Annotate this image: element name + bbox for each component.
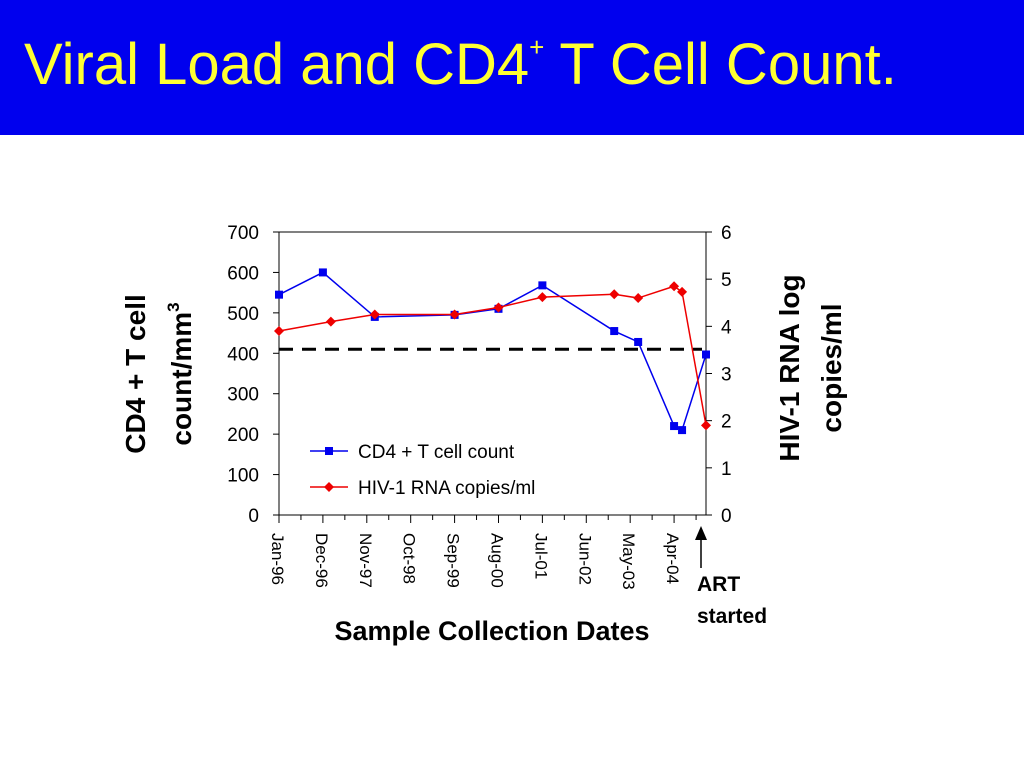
- right-y-tick-label: 4: [721, 317, 732, 338]
- slide-title-tail: T Cell Count.: [544, 32, 897, 97]
- x-tick-label: Nov-97: [356, 533, 375, 588]
- left-axis-title-line2: count/mm3: [164, 302, 197, 445]
- left-y-tick-label: 400: [227, 344, 259, 365]
- rna-data-point: [449, 309, 460, 320]
- legend-label: HIV-1 RNA copies/ml: [358, 478, 535, 499]
- x-tick-label: Jul-01: [531, 533, 550, 579]
- x-tick-label: Aug-00: [487, 533, 506, 588]
- annotation-art: ART: [697, 573, 740, 596]
- slide-title-superscript: +: [529, 32, 545, 62]
- cd4-data-point: [702, 350, 710, 359]
- x-tick-label: Sep-99: [444, 533, 463, 588]
- cd4-data-point: [670, 422, 679, 431]
- slide-title-main: Viral Load and CD4: [24, 32, 530, 97]
- right-axis-title-line2: copies/ml: [816, 303, 847, 432]
- left-y-tick-label: 0: [248, 506, 259, 527]
- left-y-tick-label: 600: [227, 263, 259, 284]
- rna-data-point: [325, 316, 336, 327]
- x-tick-label: Jun-02: [575, 533, 594, 585]
- art-arrow-head: [695, 526, 707, 540]
- left-y-tick-label: 500: [227, 304, 259, 325]
- x-tick-label: May-03: [619, 533, 638, 590]
- rna-data-point: [633, 293, 644, 304]
- x-tick-label: Jan-96: [268, 533, 287, 585]
- rna-data-point: [701, 420, 711, 431]
- right-y-tick-label: 5: [721, 270, 732, 291]
- rna-data-point: [493, 302, 504, 313]
- left-y-tick-label: 700: [227, 223, 259, 244]
- x-tick-label: Apr-04: [663, 533, 682, 584]
- left-axis-title-superscript: 3: [164, 302, 183, 311]
- left-axis-title-line1: CD4 + T cell: [120, 294, 151, 454]
- left-y-tick-label: 300: [227, 385, 259, 406]
- cd4-data-point: [610, 327, 619, 336]
- legend-marker-square: [325, 447, 333, 455]
- right-y-tick-label: 6: [721, 223, 732, 244]
- cd4-data-point: [678, 426, 687, 435]
- rna-data-point: [274, 326, 284, 337]
- title-bar: Viral Load and CD4+ T Cell Count.: [0, 0, 1024, 135]
- cd4-data-point: [275, 290, 283, 299]
- slide-title: Viral Load and CD4+ T Cell Count.: [24, 34, 897, 94]
- cd4-data-point: [634, 337, 643, 346]
- right-y-tick-label: 3: [721, 365, 732, 386]
- right-y-tick-label: 1: [721, 459, 732, 480]
- annotation-started: started: [697, 605, 767, 628]
- left-y-tick-label: 200: [227, 425, 259, 446]
- x-axis-title: Sample Collection Dates: [334, 616, 649, 646]
- rna-data-point: [677, 286, 688, 297]
- right-y-tick-label: 0: [721, 506, 732, 527]
- series-line-rna: [278, 285, 707, 426]
- cd4-data-point: [318, 268, 327, 277]
- x-tick-label: Oct-98: [400, 533, 419, 584]
- right-y-tick-label: 2: [721, 412, 732, 433]
- x-tick-label: Dec-96: [312, 533, 331, 588]
- right-axis-title-line1: HIV-1 RNA log: [774, 274, 805, 461]
- rna-data-point: [609, 289, 620, 300]
- rna-data-point: [537, 292, 548, 303]
- left-y-tick-label: 100: [227, 466, 259, 487]
- rna-data-point: [369, 309, 380, 320]
- legend-marker-diamond: [324, 482, 334, 492]
- cd4-data-point: [538, 281, 547, 290]
- rna-data-point: [669, 281, 680, 292]
- legend-label: CD4 + T cell count: [358, 442, 515, 463]
